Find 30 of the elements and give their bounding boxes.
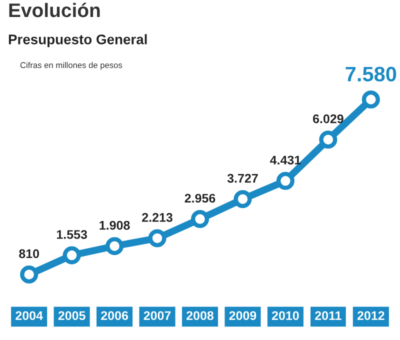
chart-title: Evolución xyxy=(9,2,100,18)
point xyxy=(362,90,380,109)
data-label: 7.580 xyxy=(346,66,396,82)
x-tick-label: 2011 xyxy=(315,311,342,320)
data-label: 2.956 xyxy=(184,194,216,203)
point xyxy=(234,190,252,208)
x-tick-label: 2008 xyxy=(186,311,214,320)
point xyxy=(20,265,38,284)
x-tick-label: 2007 xyxy=(144,311,171,320)
point xyxy=(62,246,81,264)
point xyxy=(106,237,124,256)
data-label: 6.029 xyxy=(313,114,344,124)
text: Cifras en millones de pesos xyxy=(20,62,122,70)
data-label: 4.431 xyxy=(270,156,301,165)
point xyxy=(276,172,294,190)
data-label: 1.908 xyxy=(100,220,130,230)
x-tick-label: 2005 xyxy=(58,311,86,320)
point xyxy=(319,130,338,149)
data-label: 1.553 xyxy=(56,230,88,239)
x-tick-label: 2004 xyxy=(16,311,43,320)
x-tick-label: 2009 xyxy=(229,311,256,320)
data-label: 2.213 xyxy=(142,213,172,222)
x-tick-label: 2010 xyxy=(272,311,299,320)
data-label: 3.727 xyxy=(227,174,258,183)
point xyxy=(148,229,166,248)
chart-subtitle: Presupuesto General xyxy=(8,34,147,48)
x-tick-label: 2012 xyxy=(357,311,384,320)
x-tick-label: 2006 xyxy=(101,311,128,320)
data-label: 810 xyxy=(19,249,40,258)
point xyxy=(190,210,210,228)
